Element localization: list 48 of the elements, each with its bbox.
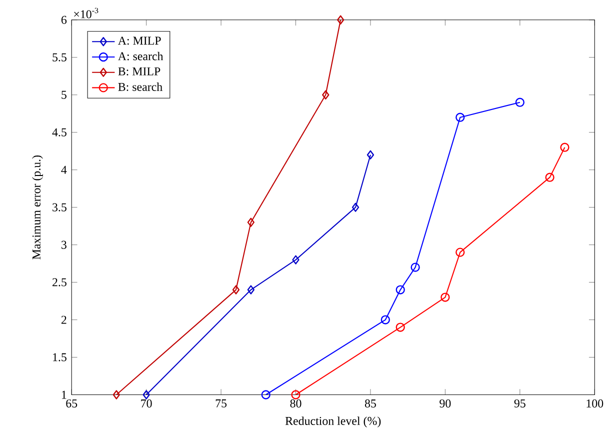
point (396, 284, 405, 294)
y-tick-label: 2 (61, 316, 66, 324)
y-tick-label: 1 (62, 390, 66, 398)
x-tick-label: 75 (216, 399, 227, 408)
point (440, 292, 450, 302)
point (247, 284, 255, 294)
x-tick-label: 95 (514, 399, 526, 408)
point (560, 142, 570, 152)
point (292, 255, 300, 264)
point (410, 262, 420, 272)
point (322, 90, 330, 100)
y-tick-label: 4.5 (52, 128, 66, 136)
x-tick-label: 85 (364, 399, 376, 408)
x-tick-label: 65 (66, 399, 78, 408)
point (515, 98, 524, 107)
point (545, 172, 554, 182)
point (142, 390, 150, 400)
y-tick-label: 5 (62, 90, 66, 99)
x-tick-label: 70 (141, 399, 152, 408)
x-tick-label: 90 (440, 399, 451, 408)
x-tick-label: 80 (290, 399, 302, 408)
y-tick-label: 6 (61, 16, 67, 24)
point (291, 390, 300, 400)
x-tick-label: 100 (586, 399, 604, 408)
point (247, 218, 255, 227)
x-axis-title: Reduction level (%) (285, 416, 381, 428)
point (456, 248, 465, 257)
y-tick-label: 3 (62, 240, 66, 249)
point (352, 202, 360, 212)
legend-label: A: search (118, 52, 164, 60)
legend-label: B: MILP (118, 67, 160, 76)
y-tick-label: 2.5 (52, 278, 66, 286)
y-tick-label: 5.5 (52, 53, 66, 62)
text: ×10$^{-3}$ (74, 8, 98, 18)
y-tick-label: 4 (61, 166, 67, 174)
point (456, 112, 465, 122)
legend-label: A: MILP (118, 36, 161, 45)
y-tick-label: 3.5 (52, 203, 66, 212)
point (366, 150, 374, 160)
legend-label: B: search (118, 82, 162, 91)
y-tick-label: 1.5 (53, 353, 66, 362)
point (232, 284, 240, 294)
point (337, 15, 344, 24)
point (261, 390, 270, 400)
point (380, 314, 390, 324)
point (112, 390, 120, 400)
point (396, 322, 405, 332)
y-axis-title: Maximum error (p.u.) (32, 155, 43, 260)
